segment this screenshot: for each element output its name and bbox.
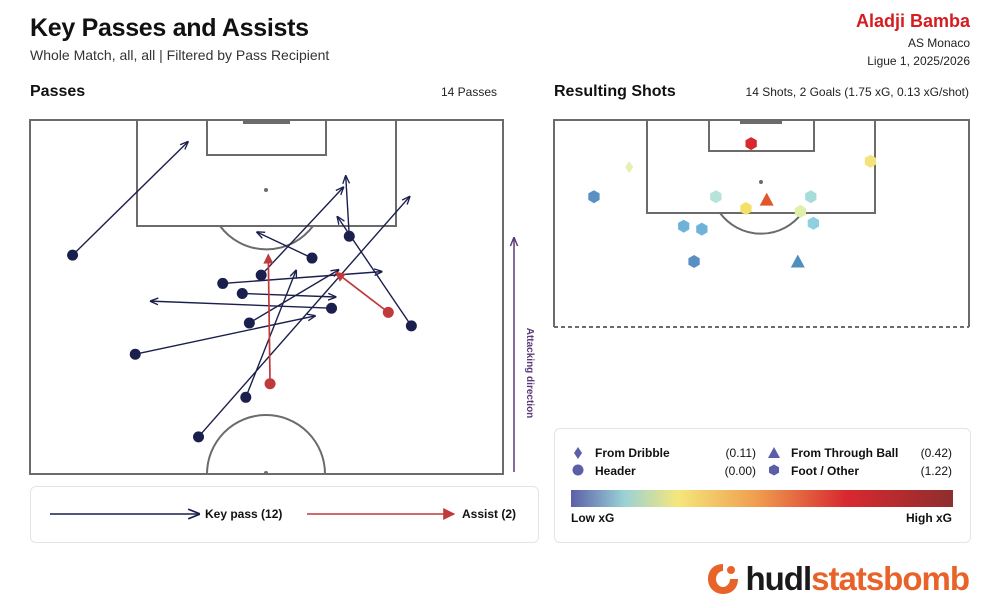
xg-color-scale bbox=[571, 490, 953, 507]
key-pass-legend-label: Key pass (12) bbox=[205, 507, 283, 521]
key-pass-line-9 bbox=[135, 316, 315, 355]
shots-layer bbox=[588, 137, 877, 268]
player-name: Aladji Bamba bbox=[855, 11, 970, 31]
passes-layer bbox=[67, 142, 417, 443]
passes-panel-title: Passes bbox=[30, 83, 86, 100]
key-pass-origin-6 bbox=[217, 277, 229, 289]
shot-marker-9 bbox=[794, 204, 806, 218]
pitch-boundary bbox=[29, 119, 504, 475]
key-pass-line-5 bbox=[248, 270, 338, 324]
centre-spot bbox=[264, 471, 268, 475]
key-pass-line-2 bbox=[197, 197, 410, 438]
shot-marker-1 bbox=[745, 137, 757, 151]
key-pass-origin-11 bbox=[306, 252, 318, 264]
from-through-ball-value: (0.42) bbox=[920, 446, 952, 460]
shot-marker-8 bbox=[805, 190, 817, 204]
penalty-area bbox=[136, 119, 397, 227]
shots-penalty-spot bbox=[759, 180, 763, 184]
team-name: AS Monaco bbox=[907, 36, 970, 50]
assist-origin-14 bbox=[382, 306, 394, 318]
shot-marker-13 bbox=[688, 255, 700, 268]
key-pass-origin-10 bbox=[236, 287, 248, 299]
shot-legend bbox=[554, 428, 971, 543]
key-pass-line-8 bbox=[245, 270, 296, 398]
key-pass-origin-1 bbox=[67, 249, 79, 261]
shot-legend-symbols bbox=[571, 447, 953, 507]
shot-marker-14 bbox=[790, 254, 805, 268]
shots-penalty-arc bbox=[719, 212, 803, 235]
competition-name: Ligue 1, 2025/2026 bbox=[867, 54, 970, 68]
page-subtitle: Whole Match, all, all | Filtered by Pass… bbox=[30, 47, 330, 63]
key-pass-origin-4 bbox=[343, 230, 355, 242]
key-pass-line-6 bbox=[222, 272, 382, 285]
assist-legend-label: Assist (2) bbox=[462, 507, 517, 521]
low-xg-label: Low xG bbox=[571, 511, 615, 525]
dribble-diamond-icon bbox=[574, 447, 582, 459]
key-pass-line-7 bbox=[151, 301, 332, 309]
penalty-arc bbox=[219, 225, 314, 251]
shots-summary: 14 Shots, 2 Goals (1.75 xG, 0.13 xG/shot… bbox=[745, 85, 969, 99]
key-pass-line-11 bbox=[257, 232, 313, 259]
header-value: (0.00) bbox=[724, 464, 756, 478]
shot-marker-12 bbox=[807, 216, 819, 230]
high-xg-label: High xG bbox=[905, 511, 952, 525]
key-pass-origin-12 bbox=[255, 269, 267, 281]
key-pass-line-10 bbox=[242, 293, 335, 297]
assist-line-13 bbox=[263, 253, 274, 384]
key-pass-origin-8 bbox=[240, 391, 252, 403]
from-dribble-label: From Dribble bbox=[595, 446, 670, 460]
brand-hudl: hudl bbox=[745, 560, 812, 597]
brand-mark-icon bbox=[708, 564, 739, 594]
assist-origin-13 bbox=[264, 378, 276, 390]
header-label: Header bbox=[595, 464, 636, 478]
penalty-spot bbox=[264, 188, 268, 192]
shots-panel-title: Resulting Shots bbox=[554, 83, 676, 100]
key-pass-origin-7 bbox=[326, 302, 338, 314]
shots-pitch-lines bbox=[553, 119, 970, 328]
assist-line-14 bbox=[334, 271, 389, 314]
key-pass-line-12 bbox=[260, 187, 343, 276]
key-pass-origin-3 bbox=[405, 320, 417, 332]
key-pass-origin-2 bbox=[193, 431, 205, 443]
attacking-direction-label: Attacking direction bbox=[524, 328, 535, 419]
passes-count: 14 Passes bbox=[440, 85, 497, 99]
shot-marker-6 bbox=[740, 202, 752, 215]
shot-marker-3 bbox=[625, 161, 634, 174]
centre-circle-arc bbox=[206, 414, 326, 475]
passes-pitch-lines bbox=[29, 119, 504, 475]
shots-six-yard-box bbox=[708, 119, 815, 152]
shots-penalty-area bbox=[646, 119, 876, 214]
pass-legend-arrows bbox=[50, 508, 456, 520]
key-pass-origin-5 bbox=[243, 317, 255, 329]
foot-other-value: (1.22) bbox=[920, 464, 952, 478]
foot-hexagon-icon bbox=[769, 464, 779, 476]
shot-marker-11 bbox=[696, 222, 708, 236]
page-title: Key Passes and Assists bbox=[30, 14, 309, 42]
shot-marker-2 bbox=[864, 154, 877, 168]
through-ball-triangle-icon bbox=[768, 447, 780, 458]
header-circle-icon bbox=[572, 464, 584, 476]
from-through-ball-label: From Through Ball bbox=[791, 446, 899, 460]
brand-logo: hudlstatsbomb bbox=[705, 560, 970, 598]
six-yard-box bbox=[206, 119, 327, 156]
shot-marker-4 bbox=[588, 190, 600, 204]
brand-statsbomb: statsbomb bbox=[811, 560, 970, 597]
key-pass-origin-9 bbox=[129, 348, 141, 360]
shot-marker-10 bbox=[678, 219, 690, 233]
shot-marker-7 bbox=[759, 192, 774, 206]
foot-other-label: Foot / Other bbox=[791, 464, 859, 478]
key-pass-line-1 bbox=[72, 142, 188, 256]
shot-marker-5 bbox=[710, 190, 722, 204]
key-pass-line-4 bbox=[346, 176, 350, 237]
from-dribble-value: (0.11) bbox=[725, 446, 756, 460]
